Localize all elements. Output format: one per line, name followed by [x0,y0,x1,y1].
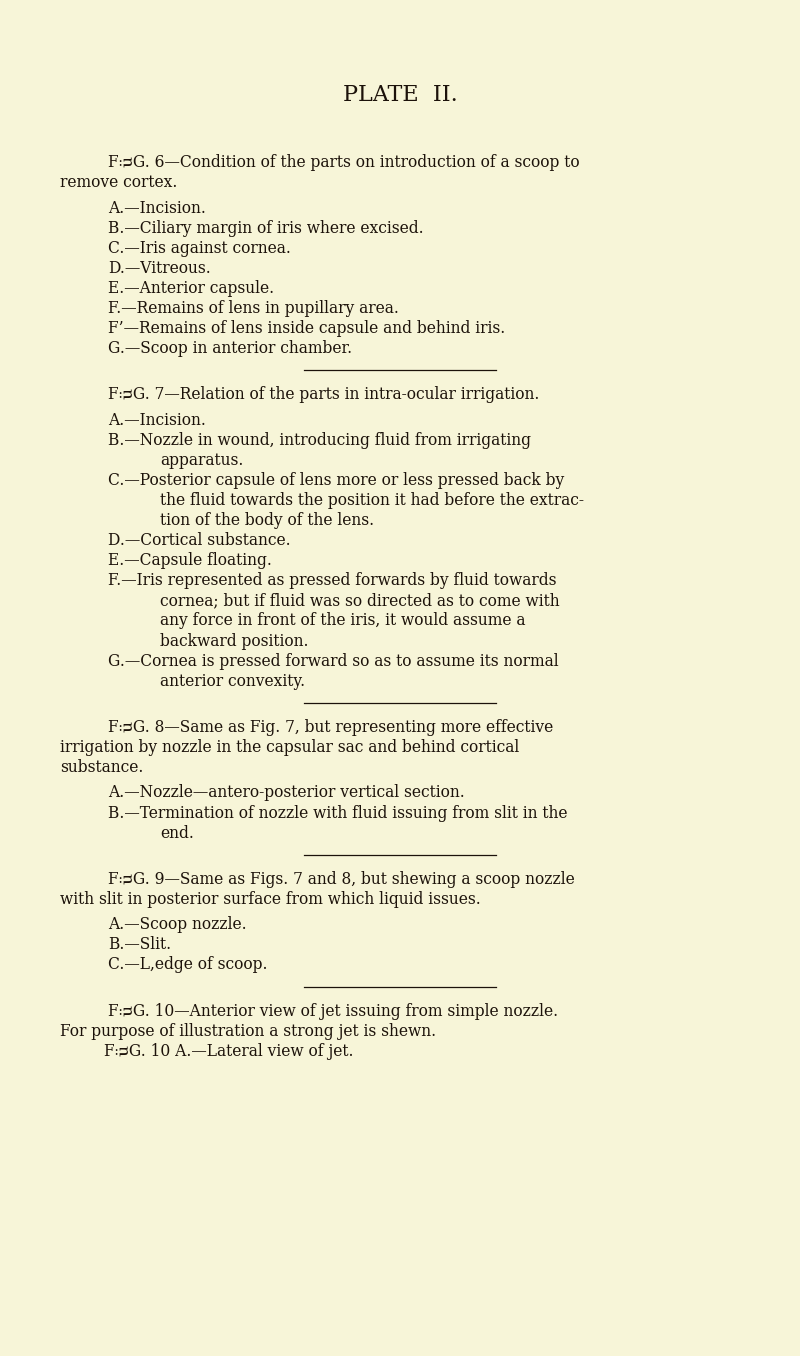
Text: D.—Vitreous.: D.—Vitreous. [108,260,210,277]
Text: G.—Scoop in anterior chamber.: G.—Scoop in anterior chamber. [108,340,352,357]
Text: A.—Incision.: A.—Incision. [108,412,206,428]
Text: B.—Nozzle in wound, introducing fluid from irrigating: B.—Nozzle in wound, introducing fluid fr… [108,431,531,449]
Text: remove cortex.: remove cortex. [60,174,178,191]
Text: FᴞG. 9—Same as Figs. 7 and 8, but shewing a scoop nozzle: FᴞG. 9—Same as Figs. 7 and 8, but shewin… [108,871,574,888]
Text: FᴞG. 6—Condition of the parts on introduction of a scoop to: FᴞG. 6—Condition of the parts on introdu… [108,155,580,171]
Text: apparatus.: apparatus. [160,452,243,469]
Text: E.—Capsule floating.: E.—Capsule floating. [108,552,272,570]
Text: FᴞG. 8—Same as Fig. 7, but representing more effective: FᴞG. 8—Same as Fig. 7, but representing … [108,719,554,736]
Text: anterior convexity.: anterior convexity. [160,673,305,690]
Text: F.—Remains of lens in pupillary area.: F.—Remains of lens in pupillary area. [108,300,399,317]
Text: D.—Cortical substance.: D.—Cortical substance. [108,532,290,549]
Text: any force in front of the iris, it would assume a: any force in front of the iris, it would… [160,613,526,629]
Text: irrigation by nozzle in the capsular sac and behind cortical: irrigation by nozzle in the capsular sac… [60,739,519,755]
Text: A.—Scoop nozzle.: A.—Scoop nozzle. [108,917,246,933]
Text: C.—Iris against cornea.: C.—Iris against cornea. [108,240,291,256]
Text: E.—Anterior capsule.: E.—Anterior capsule. [108,279,274,297]
Text: with slit in posterior surface from which liquid issues.: with slit in posterior surface from whic… [60,891,481,907]
Text: the fluid towards the position it had before the extrac-: the fluid towards the position it had be… [160,492,584,508]
Text: substance.: substance. [60,759,143,776]
Text: F.—Iris represented as pressed forwards by fluid towards: F.—Iris represented as pressed forwards … [108,572,557,590]
Text: FᴞG. 7—Relation of the parts in intra-ocular irrigation.: FᴞG. 7—Relation of the parts in intra-oc… [108,386,539,403]
Text: PLATE  II.: PLATE II. [342,84,458,106]
Text: cornea; but if fluid was so directed as to come with: cornea; but if fluid was so directed as … [160,593,560,609]
Text: tion of the body of the lens.: tion of the body of the lens. [160,513,374,529]
Text: B.—Termination of nozzle with fluid issuing from slit in the: B.—Termination of nozzle with fluid issu… [108,804,567,822]
Text: G.—Cornea is pressed forward so as to assume its normal: G.—Cornea is pressed forward so as to as… [108,652,558,670]
Text: end.: end. [160,824,194,842]
Text: A.—Nozzle—antero-posterior vertical section.: A.—Nozzle—antero-posterior vertical sect… [108,785,465,801]
Text: backward position.: backward position. [160,632,309,650]
Text: C.—Posterior capsule of lens more or less pressed back by: C.—Posterior capsule of lens more or les… [108,472,564,490]
Text: FᴞG. 10 A.—Lateral view of jet.: FᴞG. 10 A.—Lateral view of jet. [104,1043,354,1060]
Text: A.—Incision.: A.—Incision. [108,199,206,217]
Text: C.—L,edge of scoop.: C.—L,edge of scoop. [108,956,267,974]
Text: FᴞG. 10—Anterior view of jet issuing from simple nozzle.: FᴞG. 10—Anterior view of jet issuing fro… [108,1002,558,1020]
Text: For purpose of illustration a strong jet is shewn.: For purpose of illustration a strong jet… [60,1022,436,1040]
Text: B.—Ciliary margin of iris where excised.: B.—Ciliary margin of iris where excised. [108,220,424,237]
Text: B.—Slit.: B.—Slit. [108,937,171,953]
Text: F’—Remains of lens inside capsule and behind iris.: F’—Remains of lens inside capsule and be… [108,320,506,338]
